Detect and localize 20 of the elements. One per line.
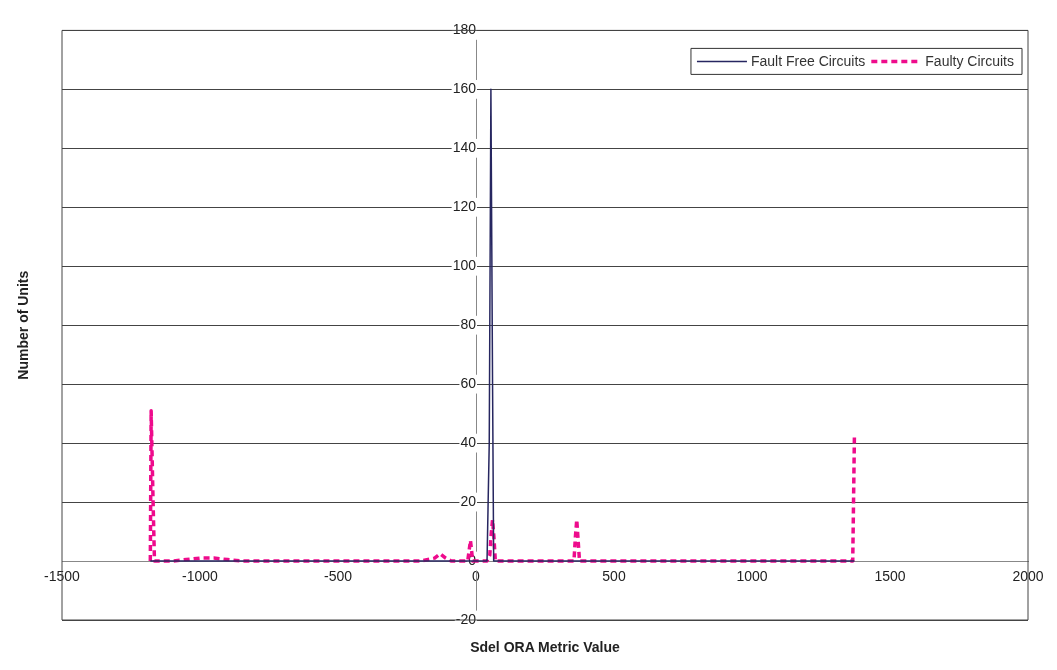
- x-tick-label: 1000: [736, 568, 768, 585]
- legend-label: Fault Free Circuits: [750, 53, 866, 70]
- x-tick-label: 2000: [1012, 568, 1044, 585]
- y-tick-label: 160: [452, 80, 477, 97]
- y-tick-label: 100: [452, 257, 477, 274]
- y-tick-label: 140: [452, 139, 477, 156]
- x-tick-label: -1500: [44, 568, 81, 585]
- x-tick-label: -500: [323, 568, 353, 585]
- x-tick-label: -1000: [182, 568, 219, 585]
- y-axis-title: Number of Units: [14, 270, 31, 380]
- legend-label: Faulty Circuits: [925, 53, 1014, 70]
- x-axis-title: Sdel ORA Metric Value: [470, 638, 621, 655]
- y-tick-label: 120: [452, 198, 477, 215]
- y-tick-label: 60: [460, 375, 477, 392]
- y-tick-label: 80: [460, 316, 477, 333]
- x-tick-label: 1500: [874, 568, 906, 585]
- x-tick-label: 500: [602, 568, 626, 585]
- y-tick-label: 20: [460, 492, 477, 509]
- y-tick-label: -20: [455, 610, 477, 627]
- y-tick-label: 40: [460, 433, 477, 450]
